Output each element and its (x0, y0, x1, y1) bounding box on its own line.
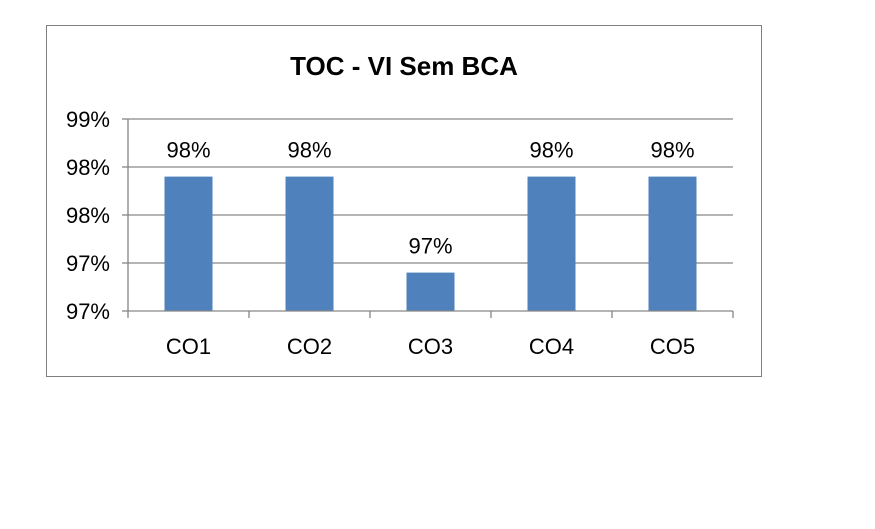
bar-co1 (164, 176, 213, 311)
y-tick-label: 97% (66, 299, 110, 324)
y-tick-label: 97% (66, 251, 110, 276)
axes (122, 118, 734, 318)
x-tick-label: CO2 (287, 334, 332, 359)
x-tick-label: CO5 (650, 334, 695, 359)
labels: 97% 97% 98% 98% 99% 98% CO1 98% CO2 97% CO3 98% CO4 9… (66, 107, 695, 359)
y-tick-label: 98% (66, 155, 110, 180)
bar-co5 (648, 176, 697, 311)
x-tick-label: CO1 (166, 334, 211, 359)
bar-co3 (406, 272, 455, 311)
bar-co2 (285, 176, 334, 311)
bar-co4 (527, 176, 576, 311)
data-label: 98% (287, 138, 331, 163)
x-tick-label: CO4 (529, 334, 574, 359)
data-label: 98% (166, 138, 210, 163)
bars (164, 176, 697, 311)
data-label: 97% (408, 234, 452, 259)
x-tick-label: CO3 (408, 334, 453, 359)
y-tick-label: 98% (66, 203, 110, 228)
data-label: 98% (529, 138, 573, 163)
y-tick-label: 99% (66, 107, 110, 132)
gridlines (128, 118, 733, 264)
data-label: 98% (650, 138, 694, 163)
chart-title: TOC - VI Sem BCA (290, 51, 518, 81)
